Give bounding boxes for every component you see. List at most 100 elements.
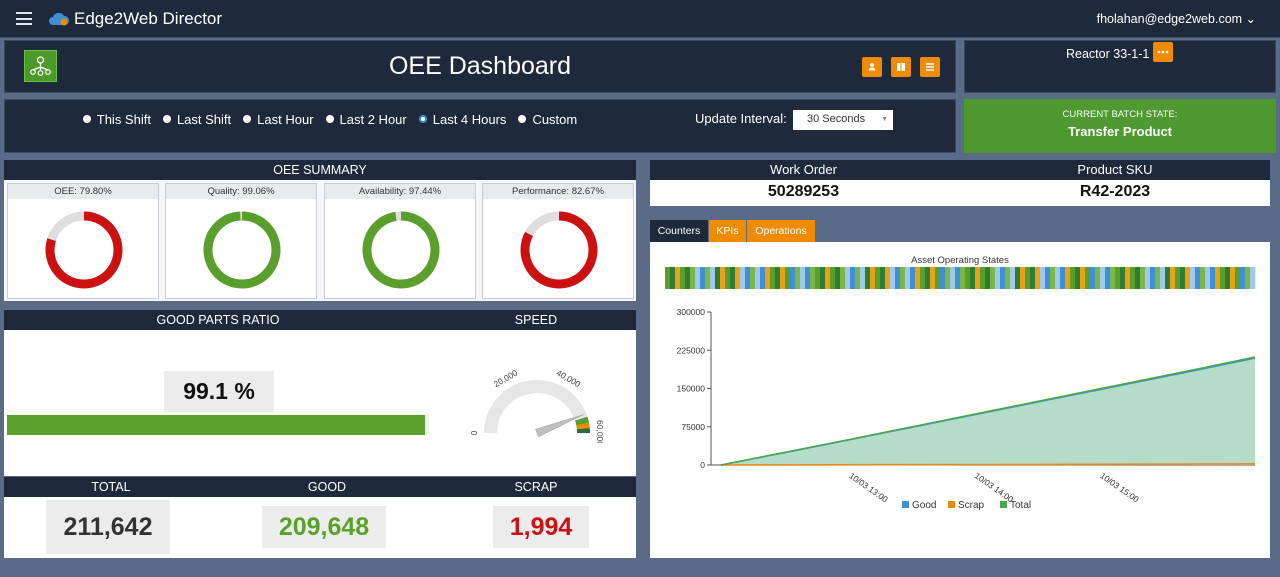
state-segment	[900, 267, 906, 289]
state-segment	[780, 267, 786, 289]
state-segment	[1145, 267, 1151, 289]
oee-donut	[45, 211, 123, 289]
radio-icon[interactable]	[162, 115, 171, 123]
range-option-4[interactable]: Last 4 Hours	[416, 112, 510, 127]
radio-icon[interactable]	[518, 115, 527, 123]
state-segment	[1190, 267, 1196, 289]
org-chart-logo-icon	[24, 50, 57, 82]
user-button[interactable]	[862, 57, 882, 77]
state-segment	[845, 267, 851, 289]
tab-counters[interactable]: Counters	[650, 220, 708, 242]
state-segment	[1095, 267, 1101, 289]
state-segment	[1105, 267, 1111, 289]
cloud-logo-icon	[49, 12, 70, 26]
totals-header	[4, 477, 636, 497]
performance-card-label: Performance: 82.67%	[483, 184, 633, 199]
good-parts-title: GOOD PARTS RATIO	[156, 313, 280, 327]
list-icon	[926, 63, 934, 71]
state-segment	[665, 267, 671, 289]
state-segment	[1045, 267, 1051, 289]
update-interval-value: 30 Seconds	[807, 113, 866, 125]
state-segment	[1250, 267, 1256, 289]
state-segment	[1180, 267, 1186, 289]
oee-card-label: OEE: 79.80%	[8, 184, 158, 199]
state-segment	[765, 267, 771, 289]
caret-down-icon: ▼	[881, 116, 888, 123]
counters-chart: Asset Operating States 300000 225000 150000…	[665, 255, 1256, 511]
user-menu[interactable]: fholahan@edge2web.com ⌄	[1096, 12, 1256, 26]
scrap-value: 1,994	[493, 506, 589, 548]
range-option-3[interactable]: Last 2 Hour	[323, 112, 410, 127]
state-segment	[1005, 267, 1011, 289]
range-option-0[interactable]: This Shift	[80, 112, 154, 127]
more-options-button[interactable]	[1153, 42, 1173, 62]
y-tick-label: 300000	[677, 307, 706, 317]
state-segment	[1055, 267, 1061, 289]
radio-icon[interactable]	[243, 115, 252, 123]
legend-label: Scrap	[958, 500, 985, 511]
good-parts-bar-track	[7, 415, 429, 435]
range-option-1[interactable]: Last Shift	[160, 112, 234, 127]
y-tick-label: 150000	[677, 384, 706, 394]
reactor-panel	[964, 40, 1276, 93]
state-segment	[1235, 267, 1241, 289]
availability-card-label: Availability: 97.44%	[325, 184, 475, 199]
good-parts-bar-fill	[7, 415, 426, 435]
state-segment	[770, 267, 776, 289]
state-segment	[1115, 267, 1121, 289]
state-segment	[875, 267, 881, 289]
state-segment	[890, 267, 896, 289]
state-segment	[670, 267, 676, 289]
performance-donut	[520, 211, 598, 289]
state-segment	[805, 267, 811, 289]
person-icon	[868, 63, 876, 71]
total-area	[721, 357, 1255, 465]
range-option-2[interactable]: Last Hour	[240, 112, 316, 127]
state-segment	[1020, 267, 1026, 289]
state-segment	[1175, 267, 1181, 289]
speed-title: SPEED	[514, 313, 558, 327]
state-segment	[755, 267, 761, 289]
state-segment	[975, 267, 981, 289]
range-option-5[interactable]: Custom	[515, 112, 580, 127]
availability-donut	[362, 211, 440, 289]
state-segment	[1070, 267, 1076, 289]
state-segment	[1035, 267, 1041, 289]
list-button[interactable]	[920, 57, 940, 77]
state-segment	[695, 267, 701, 289]
state-segment	[1240, 267, 1246, 289]
gauge-track	[484, 380, 588, 433]
state-segment	[895, 267, 901, 289]
batch-state-label: CURRENT BATCH STATE:	[1062, 109, 1178, 120]
gauge-band-orange	[576, 423, 590, 430]
state-segment	[700, 267, 706, 289]
state-segment	[1125, 267, 1131, 289]
radio-icon[interactable]	[82, 115, 91, 123]
y-tick-label: 75000	[681, 422, 705, 432]
menu-icon[interactable]	[16, 12, 32, 25]
state-segment	[835, 267, 841, 289]
state-segment	[830, 267, 836, 289]
state-segment	[850, 267, 856, 289]
radio-icon[interactable]	[418, 115, 427, 123]
book-icon	[897, 63, 905, 71]
app-title: Edge2Web Director	[74, 9, 223, 28]
book-button[interactable]	[891, 57, 911, 77]
tab-kpis[interactable]: KPIs	[709, 220, 746, 242]
tab-operations[interactable]: Operations	[747, 220, 815, 242]
state-segment	[1120, 267, 1126, 289]
legend-swatch	[948, 501, 955, 508]
state-segment	[1110, 267, 1116, 289]
state-segment	[735, 267, 741, 289]
total-value: 211,642	[46, 500, 170, 554]
oee-card: OEE: 79.80%	[7, 183, 159, 299]
state-segment	[730, 267, 736, 289]
y-tick-label: 225000	[677, 345, 706, 355]
radio-icon[interactable]	[325, 115, 334, 123]
update-interval-select[interactable]: 30 Seconds ▼	[793, 110, 893, 130]
oee-summary-title: OEE SUMMARY	[4, 160, 636, 180]
state-segment	[930, 267, 936, 289]
work-order-value: 50289253	[767, 183, 840, 200]
state-segment	[1195, 267, 1201, 289]
